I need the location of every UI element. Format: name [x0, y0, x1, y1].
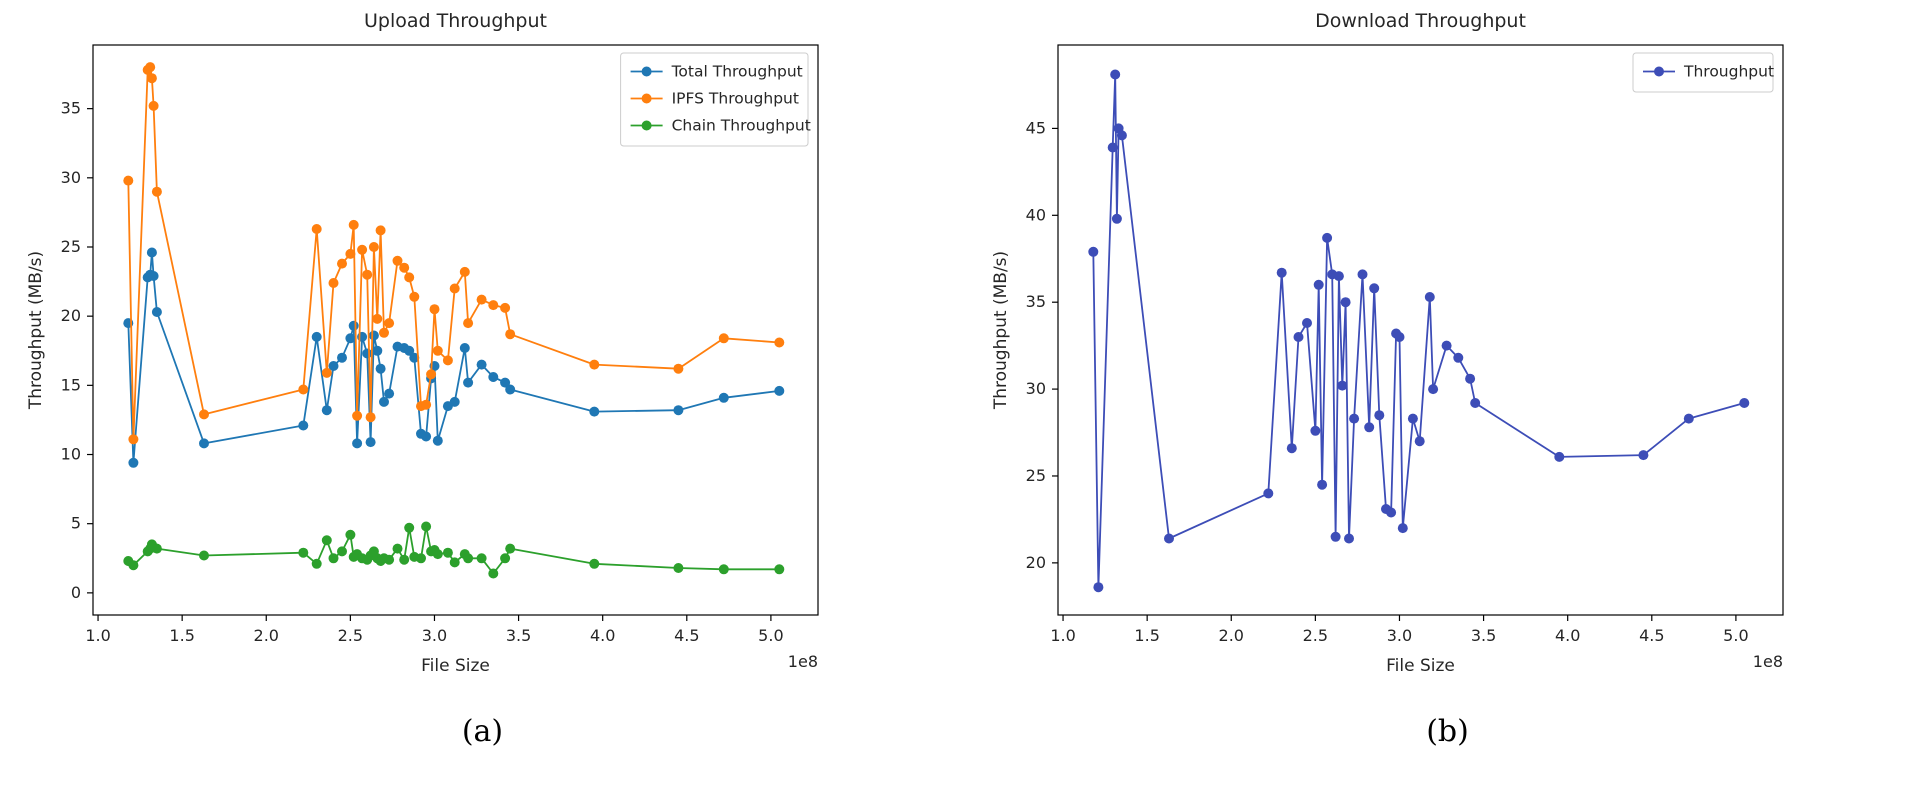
svg-text:1.5: 1.5: [169, 626, 194, 645]
svg-text:Upload Throughput: Upload Throughput: [364, 10, 547, 32]
svg-text:File Size: File Size: [1386, 656, 1455, 676]
svg-text:35: 35: [60, 99, 80, 118]
svg-text:3.5: 3.5: [1470, 626, 1495, 645]
svg-text:1.0: 1.0: [1050, 626, 1075, 645]
svg-text:0: 0: [70, 583, 80, 602]
download-chart-column: Download Throughput 1.0 1.5 2.0 2.5 3.0 3.5 4.0…: [965, 0, 1930, 798]
svg-text:Throughput (MB/s): Throughput (MB/s): [991, 251, 1011, 410]
svg-text:45: 45: [1025, 118, 1045, 137]
svg-text:4.5: 4.5: [1639, 626, 1664, 645]
svg-text:20: 20: [60, 306, 80, 325]
svg-text:15: 15: [60, 375, 80, 394]
svg-text:4.0: 4.0: [589, 626, 614, 645]
upload-chart-column: Upload Throughput 1.0 1.5 2.0 2.5 3.0 3.5 4.0 4.…: [8, 0, 958, 749]
caption-a: (a): [461, 714, 504, 749]
svg-text:1.5: 1.5: [1134, 626, 1159, 645]
svg-text:3.0: 3.0: [421, 626, 446, 645]
svg-text:10: 10: [60, 445, 80, 464]
svg-text:Throughput (MB/s): Throughput (MB/s): [26, 251, 46, 410]
caption-b: (b): [1426, 714, 1469, 749]
svg-text:1.0: 1.0: [85, 626, 110, 645]
svg-text:25: 25: [1025, 466, 1045, 485]
svg-text:35: 35: [1025, 292, 1045, 311]
svg-text:40: 40: [1025, 205, 1045, 224]
svg-text:1e8: 1e8: [787, 652, 817, 671]
svg-text:20: 20: [1025, 553, 1045, 572]
download-throughput-plot: Download Throughput 1.0 1.5 2.0 2.5 3.0 3.5 4.0…: [991, 10, 1784, 676]
svg-text:2.0: 2.0: [1218, 626, 1243, 645]
upload-throughput-plot: Upload Throughput 1.0 1.5 2.0 2.5 3.0 3.5 4.0 4.…: [26, 10, 819, 676]
svg-text:3.5: 3.5: [505, 626, 530, 645]
svg-text:5.0: 5.0: [758, 626, 783, 645]
svg-text:Throughput: Throughput: [1683, 63, 1774, 81]
svg-text:Chain Throughput: Chain Throughput: [671, 117, 810, 135]
upload-throughput-chart: Upload Throughput 1.0 1.5 2.0 2.5 3.0 3.5 4.0 4.…: [8, 0, 958, 712]
svg-text:1e8: 1e8: [1752, 652, 1782, 671]
svg-text:3.0: 3.0: [1386, 626, 1411, 645]
svg-text:30: 30: [1025, 379, 1045, 398]
svg-text:4.5: 4.5: [674, 626, 699, 645]
svg-text:25: 25: [60, 237, 80, 256]
svg-text:File Size: File Size: [421, 656, 490, 676]
svg-text:Download Throughput: Download Throughput: [1315, 10, 1526, 32]
svg-text:2.0: 2.0: [253, 626, 278, 645]
download-throughput-chart: Download Throughput 1.0 1.5 2.0 2.5 3.0 3.5 4.0…: [973, 0, 1923, 712]
svg-text:4.0: 4.0: [1554, 626, 1579, 645]
svg-text:Total Throughput: Total Throughput: [670, 63, 802, 81]
svg-text:2.5: 2.5: [337, 626, 362, 645]
svg-text:IPFS Throughput: IPFS Throughput: [671, 90, 798, 108]
svg-text:30: 30: [60, 168, 80, 187]
svg-text:5: 5: [70, 514, 80, 533]
svg-text:2.5: 2.5: [1302, 626, 1327, 645]
svg-text:5.0: 5.0: [1723, 626, 1748, 645]
